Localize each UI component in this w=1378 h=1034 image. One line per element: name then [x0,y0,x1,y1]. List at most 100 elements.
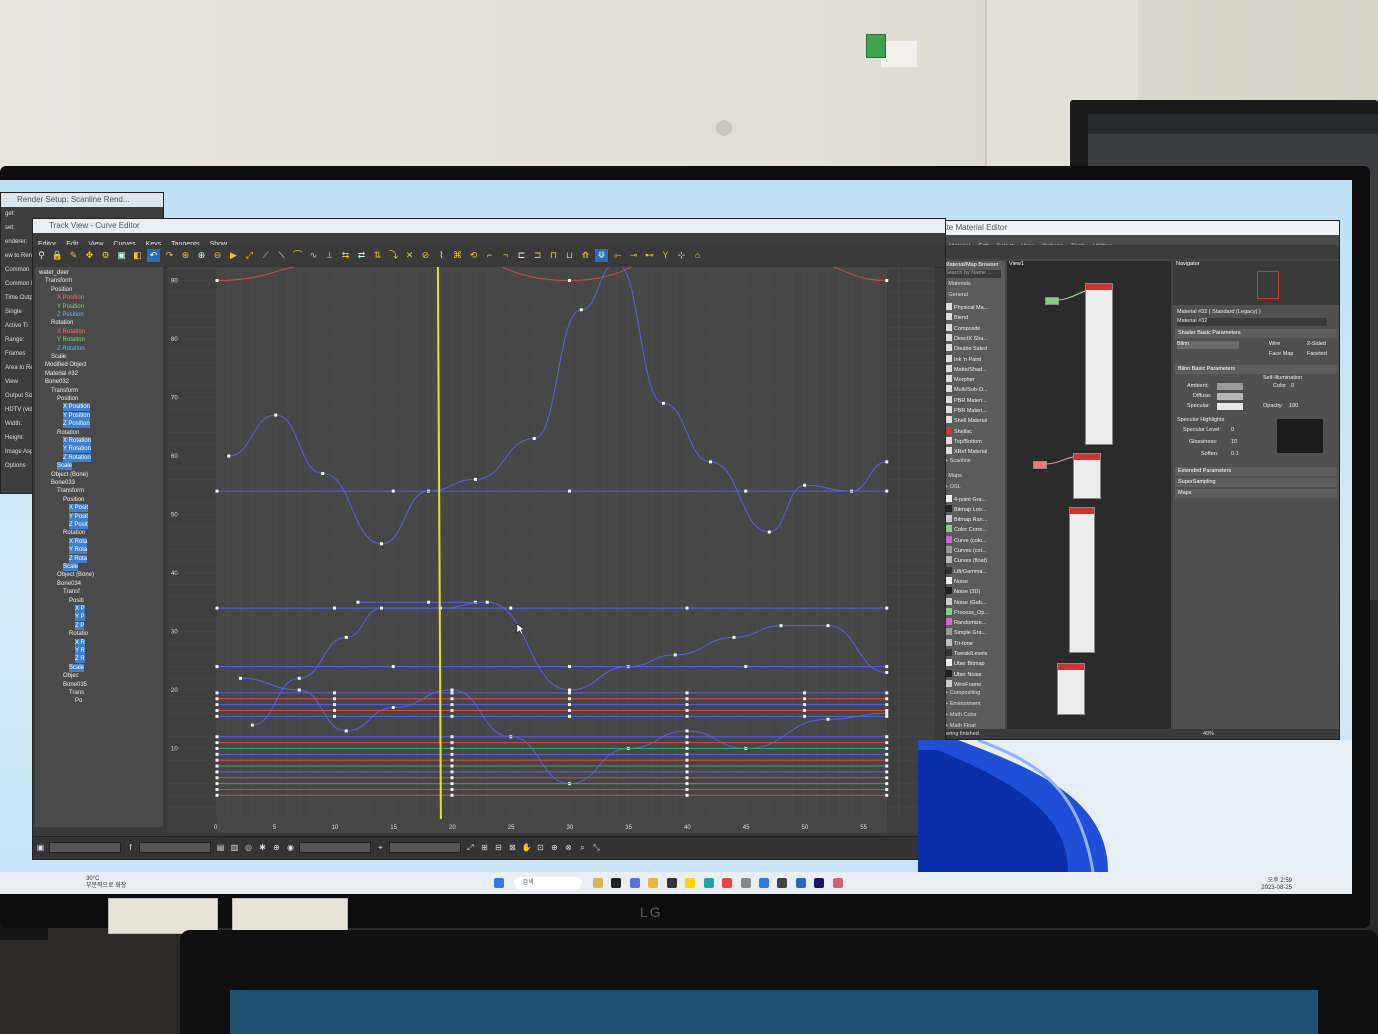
map-node[interactable] [1045,297,1059,305]
tree-node[interactable]: Z Rotation [57,345,85,352]
toolbar-tool-icon[interactable]: ▶ [230,250,237,260]
status-field[interactable] [389,842,461,853]
toolbar-tool-icon[interactable]: ⇆ [341,250,350,260]
shader-dropdown[interactable]: Blinn [1177,341,1239,349]
view-tab[interactable]: View1 [1009,261,1024,267]
toolbar-tool-icon[interactable]: ⤢ [245,250,254,260]
self-illum-color-value[interactable]: 0 [1291,383,1295,389]
tree-node[interactable]: Transform [45,278,73,285]
toolbar-tool-icon[interactable]: ⇅ [373,250,382,260]
tree-node[interactable]: Y Rota [69,546,88,555]
tree-node[interactable]: Z R [75,655,85,664]
browser-item[interactable]: Physical Ma... [945,303,1005,312]
material-name-field[interactable]: Material #32 [1177,318,1327,326]
glossiness-value[interactable]: 10 [1231,439,1238,445]
wire-checkbox[interactable]: Wire [1269,341,1281,347]
tree-node[interactable]: Transform [51,387,79,394]
extended-params-rollout[interactable]: Extended Parameters [1175,467,1337,476]
status-tool-icon[interactable]: ▥ [230,843,239,852]
toolbar-tool-icon[interactable]: ⚙ [101,250,110,260]
toolbar-tool-icon[interactable]: ⌇ [439,250,444,260]
status-tool-icon[interactable]: ✋ [521,843,532,852]
tree-node[interactable]: Y Posit [69,512,88,521]
browser-item[interactable]: Multi/Sub-O... [945,385,1005,394]
toolbar-tool-icon[interactable]: Y [662,250,669,260]
kakaotalk-icon[interactable] [685,878,696,888]
zoom-level[interactable]: 49% [1203,731,1215,737]
toolbar-tool-icon[interactable]: ⊏ [517,250,526,260]
tree-node[interactable]: Y R [75,647,85,655]
toolbar-tool-icon[interactable]: ⟲ [469,250,478,260]
tree-node[interactable]: Transf [63,589,80,596]
toolbar-tool-icon[interactable]: ✕ [405,250,414,260]
toolbar-tool-icon[interactable]: ✎ [69,250,78,260]
soften-value[interactable]: 0.1 [1231,451,1239,457]
status-tool-icon[interactable]: ◎ [245,843,252,852]
two-sided-checkbox[interactable]: 2-Sided [1307,341,1326,347]
tree-node[interactable]: Position [51,286,73,293]
menu-view[interactable]: View [83,240,108,249]
tree-node[interactable]: Po [75,698,83,705]
browser-item[interactable]: Noise [945,576,1005,586]
toolbar-tool-icon[interactable]: ⊘ [421,250,430,260]
browser-item[interactable]: Curves (float) [945,556,1005,565]
toolbar-tool-icon[interactable]: ⊷ [645,250,654,260]
toolbar-tool-icon[interactable]: ⤵ [388,250,398,260]
widgets-icon[interactable] [592,878,603,888]
tree-node[interactable]: Modified Object [45,362,87,369]
status-tool-icon[interactable]: ⊡ [537,843,544,852]
tree-node[interactable]: Trans [69,690,85,696]
toolbar-tool-icon[interactable]: ∿ [309,250,318,260]
toolbar-tool-icon[interactable]: ⊔ [565,250,574,260]
menu-show[interactable]: Show [205,240,233,249]
map-node[interactable] [1033,461,1047,469]
browser-item[interactable]: Uber Noise [945,669,1005,679]
tree-node[interactable]: Scale [51,354,67,360]
browser-group-header[interactable]: - General [945,292,968,298]
tree-node[interactable]: Z Rotation [63,453,91,462]
browser-item[interactable]: Tweak/Levels [945,649,1005,658]
browser-search-input[interactable]: Search by Name ... [945,270,1001,278]
browser-item[interactable]: Randomize... [945,618,1005,627]
browser-item[interactable]: PBR Materi... [945,395,1005,405]
browser-item[interactable]: 4-point Gra... [945,494,1005,504]
browser-item[interactable]: DirectX Sha... [945,333,1005,343]
browser-group-header[interactable]: - Materials [945,281,971,287]
curve-graph[interactable]: 90 80 70 60 50 40 30 20 10 0 5 10 15 20 25 30 35 40 45 50 55 [167,267,935,833]
browser-item[interactable]: Noise (3D) [945,587,1005,596]
browser-group-header[interactable]: + Scanline [945,457,971,464]
status-tool-icon[interactable]: ⊞ [481,843,488,852]
material-node[interactable] [1069,507,1095,653]
toolbar-tool-icon[interactable]: ⌂ [694,250,701,260]
chrome-icon[interactable] [722,878,733,888]
tree-node[interactable]: Rotation [51,320,74,327]
blinn-basic-rollout[interactable]: Blinn Basic Parameters [1175,365,1337,374]
toolbar-tool-icon[interactable]: ⟂ [326,250,333,260]
tree-node[interactable]: Bone032 [45,379,70,386]
tree-node[interactable]: Bone033 [51,480,76,486]
toolbar-tool-icon[interactable]: ◧ [133,250,142,260]
browser-group-header[interactable]: - Maps [945,472,962,479]
tree-node[interactable]: Position [57,396,79,402]
terminal-icon[interactable] [666,878,677,888]
status-tool-icon[interactable]: ▤ [216,843,225,852]
browser-item[interactable]: Tri-tone [945,638,1005,648]
browser-item[interactable]: Color Corre... [945,525,1005,534]
status-tool-icon[interactable]: ⤡ [593,843,600,852]
browser-item[interactable]: WireFrame [945,679,1005,689]
browser-item[interactable]: Simple Gra... [945,628,1005,637]
tree-node[interactable]: Scale [63,563,79,571]
tree-node[interactable]: Rotation [63,530,86,537]
toolbar-tool-icon[interactable]: ✥ [85,250,94,260]
toolbar-tool-icon[interactable]: ⟱ [595,249,608,262]
toolbar-tool-icon[interactable]: ⊖ [213,250,222,260]
tree-node[interactable]: Rotatio [69,631,89,638]
start-icon[interactable] [494,878,504,888]
faceted-checkbox[interactable]: Faceted [1307,351,1327,357]
status-field[interactable] [49,842,121,853]
chat-icon[interactable] [629,878,640,888]
toolbar-tool-icon[interactable]: ⊹ [677,250,686,260]
browser-item[interactable]: Matte/Shad... [945,364,1005,374]
tree-node[interactable]: Position [63,496,85,503]
browser-group-header[interactable]: + Compositing [945,690,981,697]
